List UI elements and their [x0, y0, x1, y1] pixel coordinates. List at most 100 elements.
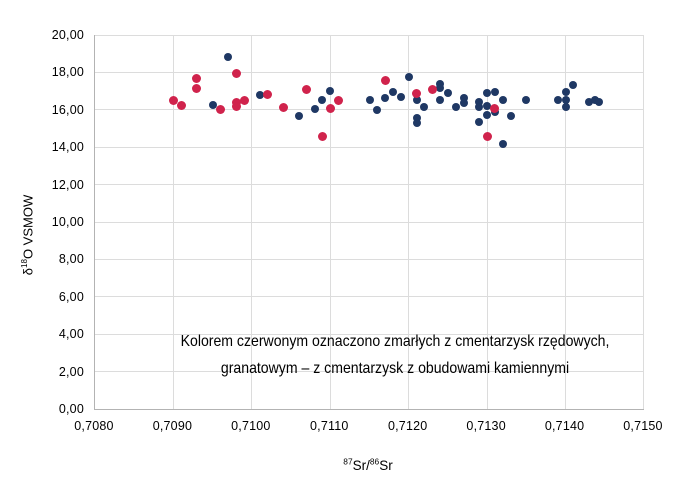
data-point [569, 80, 578, 89]
data-point [482, 132, 492, 142]
gridline-x [172, 35, 174, 409]
data-point [498, 95, 507, 104]
data-point [483, 111, 492, 120]
data-point [427, 84, 437, 94]
data-point [294, 112, 303, 121]
gridline-y [95, 371, 644, 373]
data-point [310, 104, 319, 113]
data-point [381, 93, 390, 102]
x-tick-label: 0,7130 [466, 419, 506, 433]
x-tick-label: 0,7100 [231, 419, 271, 433]
data-point [380, 76, 390, 86]
data-point [475, 117, 484, 126]
data-point [255, 90, 264, 99]
data-point [412, 96, 421, 105]
data-point [498, 140, 507, 149]
data-point [595, 98, 604, 107]
data-point [373, 105, 382, 114]
annotation: Kolorem czerwonym oznaczono zmarłych z c… [179, 328, 610, 382]
data-point [412, 118, 421, 127]
data-point [561, 102, 570, 111]
data-point [176, 100, 186, 110]
data-point [490, 104, 500, 114]
data-point [168, 95, 178, 105]
data-point [420, 102, 429, 111]
data-point [412, 114, 421, 123]
gridline-x [408, 35, 410, 409]
gridline-x [642, 35, 644, 409]
y-tick-label: 8,00 [58, 252, 84, 267]
data-point [561, 88, 570, 97]
data-point [443, 88, 452, 97]
x-tick-label: 0,7120 [387, 419, 428, 433]
x-tick-label: 0,7110 [310, 419, 349, 433]
x-axis-title-sr-slash: Sr/ [352, 458, 370, 473]
x-axis-title-superscript-87: 87 [343, 456, 353, 467]
data-point [389, 88, 398, 97]
data-point [239, 95, 249, 105]
gridline-y [95, 296, 644, 298]
annotation-line-1: Kolorem czerwonym oznaczono zmarłych z c… [180, 333, 610, 350]
data-point [459, 99, 468, 108]
data-point [436, 79, 445, 88]
data-point [490, 88, 499, 97]
x-tick-label: 0,7080 [74, 419, 114, 433]
data-point [231, 68, 241, 78]
data-point [365, 96, 374, 105]
data-point [404, 73, 413, 82]
data-point [459, 93, 468, 102]
y-tick-label: 4,00 [58, 327, 84, 342]
data-point [317, 132, 327, 142]
y-axis-title-delta: δ [20, 267, 36, 276]
gridline-x [251, 35, 253, 409]
data-point [483, 102, 492, 111]
data-point [208, 101, 217, 110]
data-point [506, 112, 515, 121]
data-point [483, 88, 492, 97]
gridline-y [95, 109, 644, 111]
data-point [396, 92, 405, 101]
y-tick-label: 14,00 [51, 140, 84, 155]
data-point [231, 102, 241, 112]
gridline-y [95, 71, 644, 73]
data-point [553, 96, 562, 105]
y-tick-label: 0,00 [58, 402, 84, 416]
x-tick-label: 0,7140 [544, 419, 585, 433]
x-axis-title: 87Sr/86Sr [343, 456, 393, 473]
x-axis-title-superscript-86: 86 [369, 456, 380, 467]
y-tick-label: 2,00 [58, 364, 84, 379]
data-point [192, 73, 202, 83]
gridline-y [95, 184, 644, 186]
data-point [192, 83, 202, 93]
data-point [318, 96, 327, 105]
data-point [436, 96, 445, 105]
gridline-y [95, 146, 644, 148]
gridline-y [95, 333, 644, 335]
x-axis-title-sr: Sr [379, 458, 393, 473]
data-point [224, 53, 233, 62]
data-point [278, 103, 288, 113]
data-point [302, 84, 312, 94]
data-point [522, 95, 531, 104]
data-point [333, 95, 343, 105]
data-point [585, 98, 594, 107]
gridline-y [95, 221, 644, 223]
y-tick-label: 16,00 [51, 102, 84, 117]
data-point [436, 84, 445, 93]
y-tick-label: 12,00 [51, 177, 84, 192]
y-tick-label: 18,00 [51, 65, 84, 80]
data-point [475, 98, 484, 107]
annotation-line-2: granatowym – z cmentarzysk z obudowami k… [220, 360, 570, 377]
gridline-x [486, 35, 488, 409]
x-tick-label: 0,7150 [623, 419, 663, 433]
x-tick-label: 0,7090 [152, 419, 193, 433]
data-point [231, 97, 241, 107]
y-tick-label: 20,00 [51, 28, 84, 42]
gridline-x [329, 35, 331, 409]
data-point [325, 104, 335, 114]
data-point [263, 90, 273, 100]
data-point [215, 105, 225, 115]
data-point [590, 96, 599, 105]
y-tick-label: 10,00 [51, 215, 84, 229]
